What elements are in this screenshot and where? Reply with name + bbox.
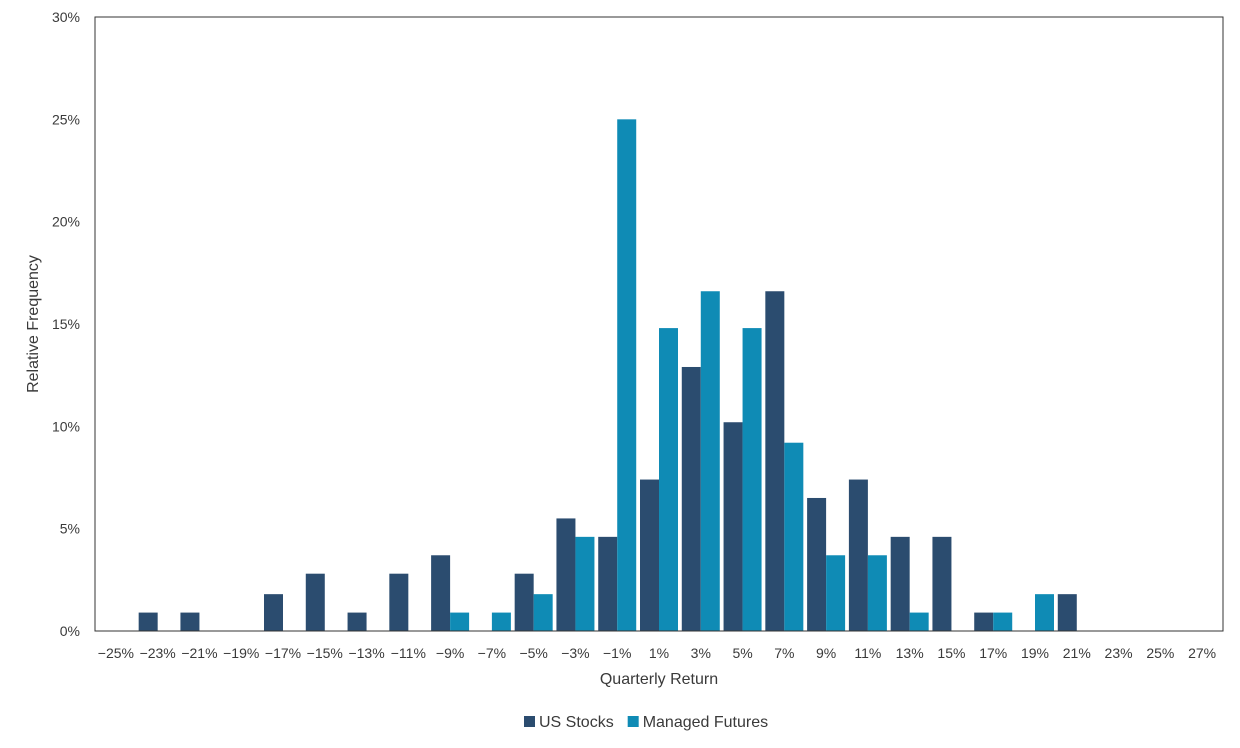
legend-swatch-managed-futures xyxy=(627,716,639,727)
legend-label-managed-futures: Managed Futures xyxy=(643,714,768,731)
bar-managed-futures xyxy=(993,612,1013,631)
bar-us-stocks xyxy=(305,573,325,631)
bar-managed-futures xyxy=(1035,594,1054,631)
x-tick-label: 21% xyxy=(1063,645,1091,661)
bar-managed-futures xyxy=(867,555,887,631)
y-tick-label: 30% xyxy=(52,9,80,25)
x-tick-label: −21% xyxy=(181,645,217,661)
plot-area-frame xyxy=(94,16,1224,632)
bar-us-stocks xyxy=(138,612,158,631)
x-tick-label: 19% xyxy=(1021,645,1049,661)
bar-us-stocks xyxy=(723,422,743,631)
x-tick-label: −15% xyxy=(307,645,343,661)
bar-managed-futures xyxy=(491,612,511,631)
bar-us-stocks xyxy=(932,536,952,631)
bar-us-stocks xyxy=(807,497,827,631)
x-tick-label: 1% xyxy=(649,645,669,661)
x-tick-label: −25% xyxy=(98,645,134,661)
bar-us-stocks xyxy=(347,612,367,631)
x-tick-label: −7% xyxy=(478,645,506,661)
bar-us-stocks xyxy=(264,594,283,631)
y-axis-ticks: 0% 5% 10% 15% 20% 25% 30% xyxy=(52,9,80,639)
x-axis-ticks: −25% −23% −21% −19% −17% −15% −13% −11% −9% −7% −5… xyxy=(98,645,1216,661)
x-tick-label: 3% xyxy=(691,645,711,661)
y-axis-title: Relative Frequency xyxy=(25,255,42,393)
bars xyxy=(138,119,1077,631)
y-tick-label: 15% xyxy=(52,316,80,332)
y-tick-label: 20% xyxy=(52,214,80,230)
legend-label-us-stocks: US Stocks xyxy=(539,714,614,731)
bar-managed-futures xyxy=(575,536,595,631)
bar-us-stocks xyxy=(1057,594,1077,631)
x-tick-label: −1% xyxy=(603,645,631,661)
x-tick-label: 25% xyxy=(1146,645,1174,661)
bar-us-stocks xyxy=(974,612,994,631)
x-tick-label: 5% xyxy=(732,645,752,661)
bar-us-stocks xyxy=(681,366,701,631)
x-tick-label: 17% xyxy=(979,645,1007,661)
x-tick-label: 7% xyxy=(774,645,794,661)
bar-us-stocks xyxy=(514,573,534,631)
bar-managed-futures xyxy=(533,594,553,631)
x-tick-label: 15% xyxy=(937,645,965,661)
bar-us-stocks xyxy=(640,479,659,631)
x-tick-label: −17% xyxy=(265,645,301,661)
x-tick-label: 9% xyxy=(816,645,836,661)
bar-us-stocks xyxy=(765,291,785,631)
x-tick-label: −23% xyxy=(140,645,176,661)
bar-us-stocks xyxy=(556,518,576,631)
x-tick-label: −9% xyxy=(436,645,464,661)
bar-us-stocks xyxy=(431,555,451,631)
x-tick-label: −13% xyxy=(348,645,384,661)
bar-managed-futures xyxy=(784,442,804,631)
y-tick-label: 25% xyxy=(52,111,80,127)
x-tick-label: 23% xyxy=(1105,645,1133,661)
x-tick-label: −5% xyxy=(519,645,547,661)
bar-managed-futures xyxy=(742,328,762,631)
y-tick-label: 5% xyxy=(60,521,80,537)
bar-managed-futures xyxy=(659,328,678,631)
bar-us-stocks xyxy=(598,536,618,631)
x-tick-label: 11% xyxy=(854,645,881,661)
x-tick-label: 13% xyxy=(896,645,924,661)
x-tick-label: −11% xyxy=(391,645,426,661)
x-tick-label: 27% xyxy=(1188,645,1216,661)
y-tick-label: 0% xyxy=(60,623,80,639)
bar-managed-futures xyxy=(617,119,637,631)
bar-us-stocks xyxy=(180,612,200,631)
x-tick-label: −3% xyxy=(561,645,589,661)
legend: US Stocks Managed Futures xyxy=(524,714,768,731)
bar-managed-futures xyxy=(700,291,720,631)
bar-managed-futures xyxy=(450,612,470,631)
bar-managed-futures xyxy=(909,612,929,631)
legend-swatch-us-stocks xyxy=(524,716,535,727)
bar-us-stocks xyxy=(890,536,910,631)
bar-us-stocks xyxy=(848,479,868,631)
bar-managed-futures xyxy=(826,555,846,631)
y-tick-label: 10% xyxy=(52,418,80,434)
x-axis-title: Quarterly Return xyxy=(600,671,718,688)
bar-us-stocks xyxy=(389,573,409,631)
x-tick-label: −19% xyxy=(223,645,259,661)
